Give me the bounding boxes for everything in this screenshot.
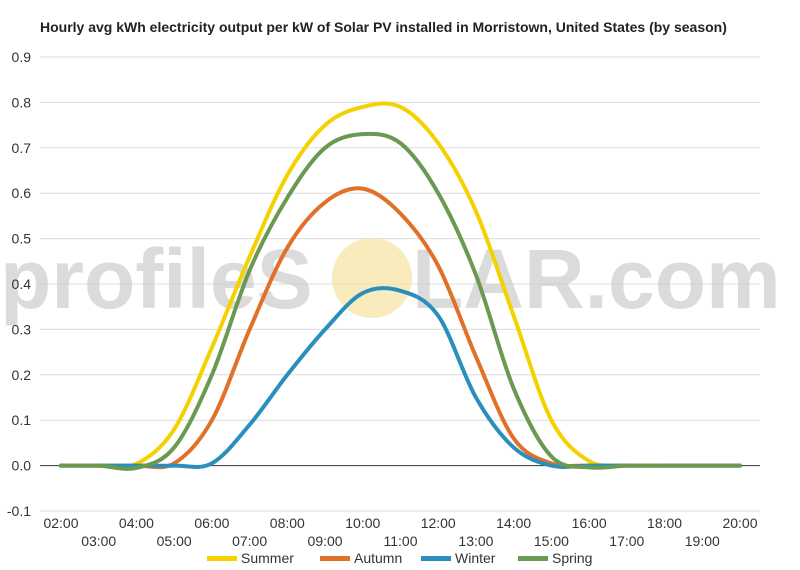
- y-tick-label: 0.4: [12, 276, 32, 292]
- watermark-text-left: profileS: [0, 232, 313, 326]
- x-tick-label: 13:00: [458, 533, 493, 549]
- watermark: profileS LAR.com: [0, 232, 781, 326]
- series-line-autumn: [59, 186, 742, 470]
- x-tick-label: 20:00: [722, 515, 757, 531]
- x-tick-label: 06:00: [194, 515, 229, 531]
- series-lines: [59, 101, 742, 471]
- legend: Summer Autumn Winter Spring: [207, 550, 592, 566]
- y-tick-label: 0.3: [12, 321, 32, 337]
- y-tick-label: 0.7: [12, 140, 32, 156]
- x-tick-label: 04:00: [119, 515, 154, 531]
- x-tick-label: 15:00: [534, 533, 569, 549]
- x-tick-label: 08:00: [270, 515, 305, 531]
- x-tick-label: 18:00: [647, 515, 682, 531]
- gridlines: [40, 56, 760, 512]
- legend-label-summer: Summer: [241, 550, 294, 566]
- x-tick-label: 07:00: [232, 533, 267, 549]
- watermark-sun: [332, 238, 412, 318]
- legend-label-winter: Winter: [455, 550, 496, 566]
- x-tick-label: 16:00: [572, 515, 607, 531]
- legend-swatch-summer: [207, 556, 237, 561]
- legend-swatch-autumn: [320, 556, 350, 561]
- legend-swatch-winter: [421, 556, 451, 561]
- x-tick-label: 03:00: [81, 533, 116, 549]
- y-tick-label: 0.2: [12, 367, 32, 383]
- x-tick-label: 19:00: [685, 533, 720, 549]
- legend-label-autumn: Autumn: [354, 550, 402, 566]
- y-tick-label: 0.0: [12, 458, 32, 474]
- watermark-text-right: LAR.com: [412, 232, 781, 326]
- y-tick-label: 0.5: [12, 231, 32, 247]
- x-tick-label: 11:00: [384, 533, 418, 549]
- y-tick-label: 0.6: [12, 185, 32, 201]
- y-tick-label: -0.1: [7, 503, 31, 519]
- x-tick-label: 05:00: [157, 533, 192, 549]
- x-axis-ticks: 02:0003:0004:0005:0006:0007:0008:0009:00…: [43, 515, 757, 549]
- x-tick-label: 09:00: [308, 533, 343, 549]
- series-line-spring: [59, 131, 742, 471]
- x-tick-label: 10:00: [345, 515, 380, 531]
- x-tick-label: 12:00: [421, 515, 456, 531]
- y-tick-label: 0.8: [12, 94, 32, 110]
- x-tick-label: 17:00: [609, 533, 644, 549]
- chart-title: Hourly avg kWh electricity output per kW…: [40, 19, 727, 35]
- y-axis-ticks: -0.1 0.0 0.1 0.2 0.3 0.4 0.5 0.6 0.7 0.8 0.9: [7, 49, 31, 519]
- x-tick-label: 14:00: [496, 515, 531, 531]
- y-tick-label: 0.9: [12, 49, 32, 65]
- y-tick-label: 0.1: [12, 412, 32, 428]
- x-tick-label: 02:00: [43, 515, 78, 531]
- legend-label-spring: Spring: [552, 550, 592, 566]
- legend-swatch-spring: [518, 556, 548, 561]
